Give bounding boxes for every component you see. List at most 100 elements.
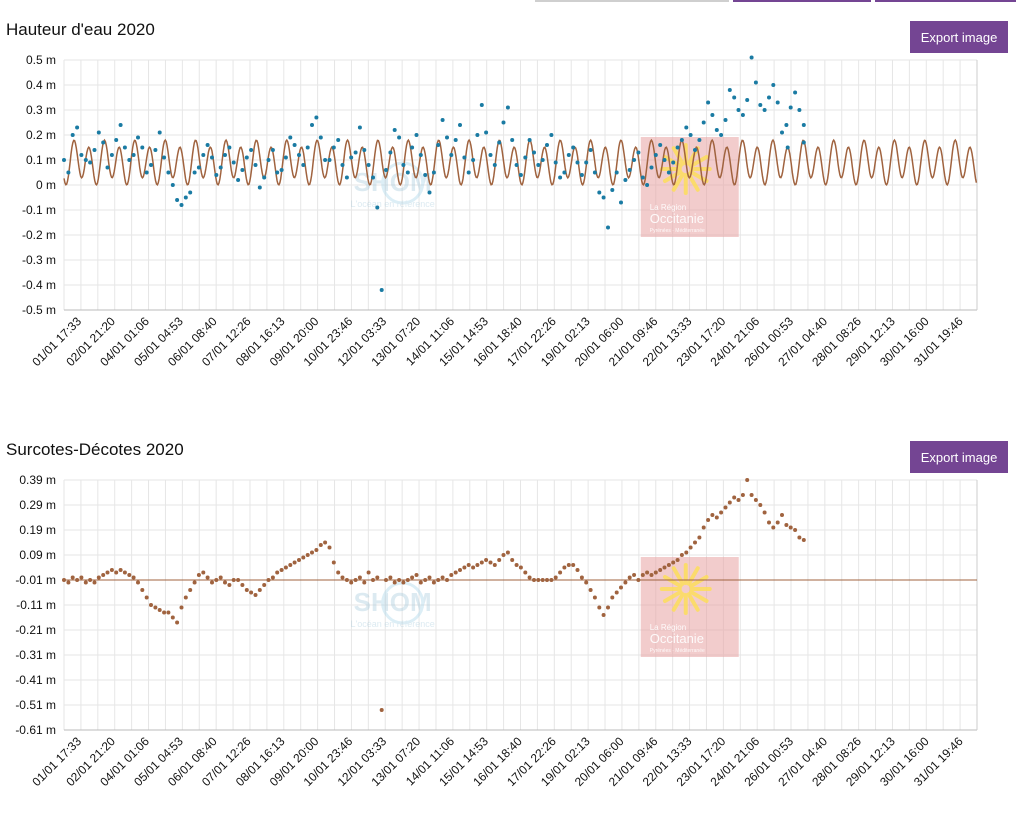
data-point <box>66 170 71 175</box>
data-point <box>488 153 493 157</box>
data-point <box>458 568 462 572</box>
data-point <box>780 513 784 517</box>
data-point <box>392 128 397 132</box>
data-point <box>518 173 523 177</box>
data-point <box>423 578 428 582</box>
data-point <box>266 578 271 582</box>
y-tick-label: -0.31 m <box>15 648 56 662</box>
data-point <box>784 523 789 527</box>
data-point <box>597 190 602 195</box>
data-point <box>283 565 288 570</box>
data-point <box>327 158 332 162</box>
data-point <box>566 153 571 157</box>
data-point <box>797 535 802 540</box>
data-point <box>627 168 632 172</box>
data-point <box>688 133 693 137</box>
data-point <box>736 498 741 502</box>
data-point <box>279 168 284 172</box>
data-point <box>384 168 388 172</box>
data-point <box>379 288 384 292</box>
data-point <box>179 605 184 610</box>
data-point <box>610 595 615 600</box>
data-point <box>497 558 502 562</box>
data-point <box>288 135 293 140</box>
data-point <box>240 583 245 587</box>
data-point <box>122 570 127 575</box>
data-point <box>762 108 767 112</box>
data-point <box>157 130 162 135</box>
data-point <box>210 155 214 160</box>
data-point <box>310 550 314 555</box>
data-point <box>479 560 484 565</box>
data-point <box>292 143 297 147</box>
data-point <box>510 558 515 562</box>
data-point <box>592 595 597 600</box>
data-point <box>466 563 471 567</box>
data-point <box>684 125 689 130</box>
data-point <box>453 138 458 142</box>
data-point <box>767 95 771 100</box>
data-point <box>771 83 776 87</box>
data-point <box>318 543 323 547</box>
data-point <box>445 578 449 582</box>
data-point <box>362 148 367 152</box>
data-point <box>375 205 380 210</box>
data-point <box>632 158 637 162</box>
data-point <box>688 545 693 550</box>
data-point <box>188 588 193 592</box>
data-point <box>279 568 284 572</box>
data-point <box>693 148 697 152</box>
data-point <box>801 538 806 542</box>
data-point <box>340 575 345 580</box>
y-tick-label: -0.5 m <box>22 303 56 317</box>
export-image-button[interactable]: Export image <box>910 441 1008 473</box>
data-point <box>301 163 306 167</box>
data-point <box>606 225 610 230</box>
data-point <box>166 610 171 615</box>
data-point <box>505 550 510 555</box>
data-point <box>666 563 671 567</box>
data-point <box>131 153 136 157</box>
data-point <box>397 578 402 582</box>
data-point <box>96 130 101 135</box>
data-point <box>484 558 489 562</box>
y-tick-label: -0.51 m <box>15 698 56 712</box>
data-point <box>623 580 628 585</box>
data-point <box>196 573 201 577</box>
data-point <box>449 153 454 157</box>
data-point <box>697 138 702 142</box>
data-point <box>423 173 428 177</box>
data-point <box>562 565 567 570</box>
data-point <box>62 158 66 162</box>
data-point <box>771 525 776 530</box>
data-point <box>149 163 153 167</box>
data-point <box>192 170 197 175</box>
data-point <box>70 133 75 137</box>
data-point <box>684 550 689 555</box>
data-point <box>723 118 728 122</box>
y-tick-label: -0.21 m <box>15 623 56 637</box>
data-point <box>536 578 541 582</box>
data-point <box>614 170 619 175</box>
y-tick-label: -0.3 m <box>22 253 56 267</box>
data-point <box>327 545 332 550</box>
data-point <box>749 493 754 497</box>
data-point <box>732 495 737 500</box>
data-point <box>440 118 445 122</box>
data-point <box>558 175 563 180</box>
data-point <box>192 580 197 585</box>
top-tab-strip <box>0 0 1016 3</box>
data-point <box>305 145 310 150</box>
data-point <box>388 575 393 580</box>
data-point <box>614 590 619 595</box>
data-point <box>553 160 558 165</box>
y-tick-label: 0.39 m <box>19 473 56 487</box>
data-point <box>627 575 632 580</box>
data-point <box>366 163 371 167</box>
data-point <box>170 183 175 187</box>
data-point <box>479 103 484 107</box>
export-image-button[interactable]: Export image <box>910 21 1008 53</box>
data-point <box>510 138 515 142</box>
data-point <box>336 138 341 142</box>
